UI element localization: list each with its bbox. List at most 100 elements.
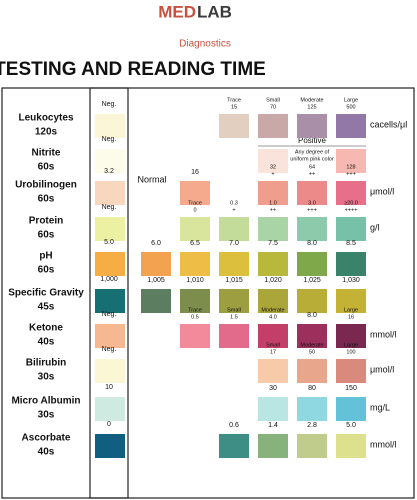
- pad-value: ++: [309, 171, 315, 177]
- strip-pad: [95, 434, 125, 458]
- pad-label: Trace: [227, 97, 241, 103]
- pad-value: 1,010: [186, 277, 204, 284]
- color-pad: [258, 289, 288, 313]
- strip-label: Neg.: [102, 346, 117, 353]
- color-pad: [141, 252, 171, 276]
- pad-label: Large: [344, 97, 358, 103]
- color-pad: [297, 181, 327, 205]
- strip-pad: [95, 181, 125, 205]
- color-pad: [258, 397, 288, 421]
- pad-value: 16: [191, 169, 199, 176]
- pad-value: ++++: [345, 207, 358, 213]
- pad-value: +: [232, 207, 235, 213]
- row-time: 60s: [38, 162, 55, 173]
- pad-value: 2.8: [307, 422, 317, 429]
- pad-value: 0.5: [191, 314, 199, 320]
- row-name: Ascorbate: [22, 433, 71, 444]
- pad-value: 100: [346, 349, 355, 355]
- pad-label: Moderate: [300, 342, 323, 348]
- row-time: 30s: [38, 410, 55, 421]
- color-pad: [180, 181, 210, 205]
- strip-pad: [95, 252, 125, 276]
- pad-value: 0.6: [229, 422, 239, 429]
- strip-pad: [95, 324, 125, 348]
- title: TESTING AND READING TIME: [0, 59, 266, 80]
- pad-label: 64: [309, 164, 315, 170]
- strip-label: 3.2: [104, 168, 114, 175]
- pad-label: 32: [270, 164, 276, 170]
- pad-label: Large: [344, 342, 358, 348]
- strip-pad: [95, 289, 125, 313]
- logo-part1: MED: [158, 2, 196, 21]
- row-time: 40s: [38, 337, 55, 348]
- positive-line1: Any degree of: [295, 149, 330, 155]
- frame: [1, 87, 415, 499]
- strip-label: 0: [107, 421, 111, 428]
- pad-value: 4.0: [269, 314, 277, 320]
- strip-label: Neg.: [102, 204, 117, 211]
- strip-pad: [95, 217, 125, 241]
- row-unit: cacells/μl: [370, 119, 407, 129]
- color-pad: [297, 289, 327, 313]
- pad-value: +++: [346, 171, 356, 177]
- pad-label: Small: [266, 97, 280, 103]
- color-pad: [258, 114, 288, 138]
- color-pad: [336, 149, 366, 173]
- pad-label: 128: [346, 164, 355, 170]
- row-unit: mmol/l: [370, 329, 397, 339]
- row-unit: μmol/l: [370, 186, 394, 196]
- positive-line2: uniform pink color: [290, 156, 334, 162]
- pad-value: 15: [231, 104, 237, 110]
- pad-label: Small: [227, 307, 241, 313]
- row-name: Micro Albumin: [11, 396, 80, 407]
- color-pad: [219, 289, 249, 313]
- pad-label: Moderate: [300, 97, 323, 103]
- row-time: 30s: [38, 372, 55, 383]
- color-pad: [297, 434, 327, 458]
- color-pad: [336, 359, 366, 383]
- pad-value: 1.4: [268, 422, 278, 429]
- pad-value: 6.0: [151, 240, 161, 247]
- pad-value: 1,030: [342, 277, 360, 284]
- color-pad: [141, 289, 171, 313]
- color-pad: [219, 252, 249, 276]
- color-pad: [219, 217, 249, 241]
- color-pad: [336, 252, 366, 276]
- color-pad: [336, 181, 366, 205]
- strip-pad: [95, 149, 125, 173]
- color-pad: [297, 324, 327, 348]
- strip-label: 10: [105, 384, 113, 391]
- strip-label: Neg.: [102, 101, 117, 108]
- pad-value: 1,020: [264, 277, 282, 284]
- color-pad: [258, 252, 288, 276]
- color-pad: [336, 397, 366, 421]
- color-pad: [336, 324, 366, 348]
- color-pad: [258, 434, 288, 458]
- pad-value: 50: [309, 349, 315, 355]
- color-pad: [297, 397, 327, 421]
- color-pad: [180, 289, 210, 313]
- pad-value: 16: [348, 314, 354, 320]
- positive-title: Positive: [298, 136, 327, 145]
- pad-label: Large: [344, 307, 358, 313]
- color-pad: [258, 181, 288, 205]
- strip-label: 5.0: [104, 239, 114, 246]
- row-name: Urobilinogen: [15, 180, 77, 191]
- strip-pad: [95, 359, 125, 383]
- pad-label: 0.3: [230, 200, 238, 206]
- rows: Leukocytes120scacells/μlNeg.Trace15Small…: [8, 97, 407, 458]
- pad-value: 6.5: [190, 240, 200, 247]
- row-time: 60s: [38, 194, 55, 205]
- row-unit: μmol/l: [370, 364, 394, 374]
- pad-label: 1.0: [269, 200, 277, 206]
- color-pad: [297, 252, 327, 276]
- color-pad: [258, 217, 288, 241]
- pad-value: 80: [308, 385, 316, 392]
- pad-value: 8.5: [346, 240, 356, 247]
- color-pad: [336, 434, 366, 458]
- row-name: pH: [39, 251, 52, 262]
- pad-value: 1,025: [303, 277, 321, 284]
- row-time: 60s: [38, 230, 55, 241]
- pad-value: 1,005: [147, 277, 165, 284]
- pad-label: Small: [266, 342, 280, 348]
